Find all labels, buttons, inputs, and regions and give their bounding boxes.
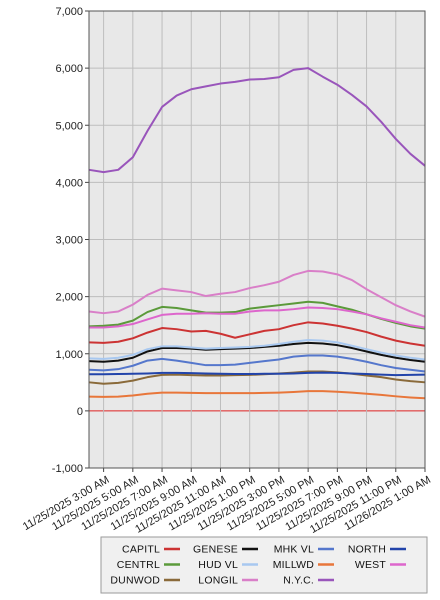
- series-line-millwd: [88, 390, 426, 400]
- legend-label: HUD VL: [198, 559, 238, 571]
- series-line-north: [89, 371, 426, 377]
- y-tick-label: 6,000: [55, 63, 83, 75]
- y-tick-label: 7,000: [55, 6, 83, 18]
- series-line-west: [89, 306, 426, 329]
- legend-label: MILLWD: [273, 559, 314, 571]
- legend-label: N.Y.C.: [283, 575, 314, 587]
- legend-label: WEST: [355, 559, 387, 571]
- series-line-hud-vl: [88, 339, 426, 361]
- legend-label: MHK VL: [274, 544, 314, 556]
- y-tick-label: 4,000: [55, 177, 83, 189]
- y-tick-label: 1,000: [55, 349, 83, 361]
- legend-label: GENESE: [193, 544, 238, 556]
- plot-frame: [88, 10, 426, 469]
- legend-label: NORTH: [348, 544, 386, 556]
- series-line-n-y-c: [88, 67, 426, 174]
- series-line-capitl: [88, 321, 426, 347]
- y-tick-label: 5,000: [55, 120, 83, 132]
- legend-label: CAPITL: [122, 544, 160, 556]
- series-line-genese: [88, 341, 426, 363]
- series-line-longil: [88, 269, 426, 318]
- y-tick-label: 3,000: [55, 235, 83, 247]
- y-tick-label: 0: [77, 406, 83, 418]
- y-tick-label: -1,000: [52, 463, 83, 475]
- legend-label: LONGIL: [198, 575, 238, 587]
- legend-label: DUNWOD: [110, 575, 160, 587]
- y-tick-label: 2,000: [55, 292, 83, 304]
- legend-label: CENTRL: [117, 559, 160, 571]
- legend: [100, 536, 428, 594]
- series-line-mhk-vl: [88, 354, 426, 373]
